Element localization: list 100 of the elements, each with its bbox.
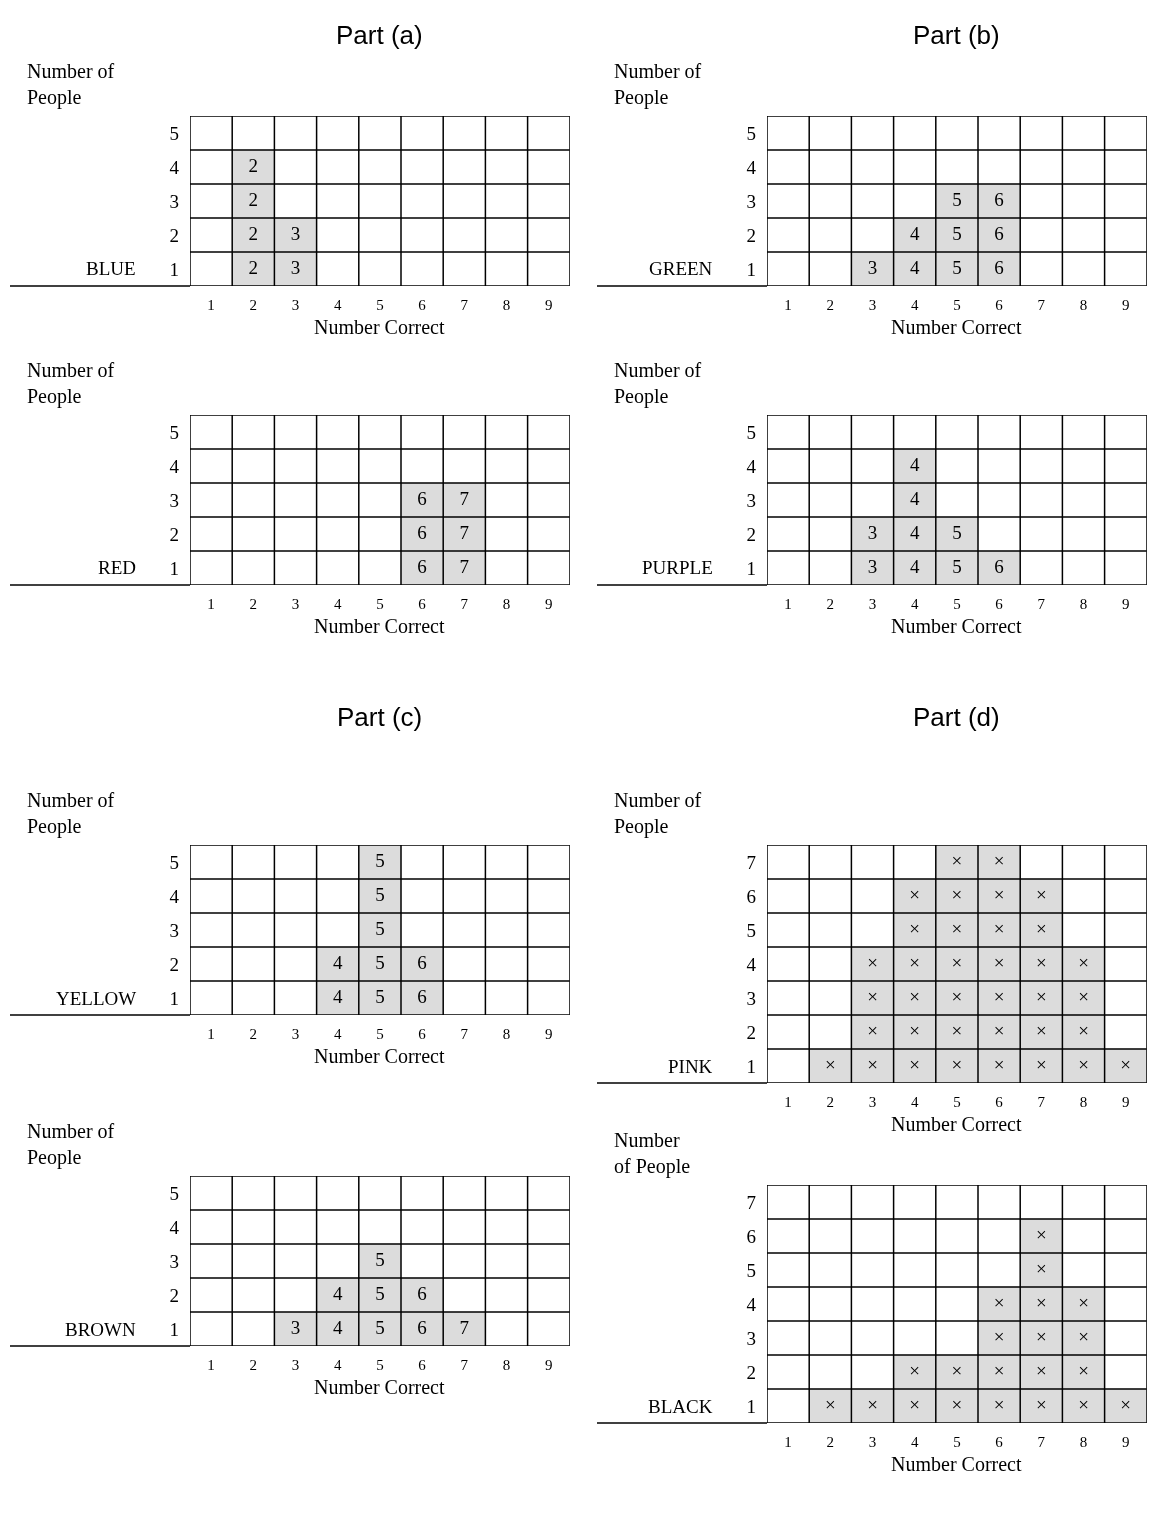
data-label: 4 — [909, 453, 920, 475]
y-tick-label: 4 — [169, 1216, 180, 1238]
x-tick-label: 8 — [1079, 1094, 1088, 1110]
data-label: 5 — [375, 917, 385, 939]
text: × — [909, 951, 921, 973]
chart-title: Part (b) — [913, 20, 1000, 50]
y-tick-label: 1 — [746, 557, 756, 579]
chart-title: Part (d) — [913, 702, 1000, 732]
data-label: 4 — [332, 1282, 343, 1304]
x-tick-label: 4 — [333, 1026, 342, 1042]
y-tick-label: 1 — [169, 1318, 179, 1340]
x-tick-label: 7 — [460, 1026, 469, 1042]
x-axis-title: Number Correct — [891, 1113, 1022, 1135]
data-label: 5 — [375, 985, 385, 1007]
x-tick-label: 7 — [460, 596, 469, 612]
data-label: 6 — [994, 256, 1004, 278]
text: × — [867, 985, 878, 1007]
text: × — [824, 1053, 836, 1075]
data-label: 2 — [248, 188, 259, 210]
x-tick-label: 5 — [953, 596, 961, 612]
x-tick-label: 7 — [1037, 1094, 1046, 1110]
chart-title: Part (c) — [337, 702, 423, 732]
text: × — [867, 1393, 878, 1415]
text: × — [1078, 1393, 1089, 1415]
x-tick-label: 6 — [418, 1026, 427, 1042]
x-tick-label: 2 — [826, 297, 835, 313]
x-tick-label: 2 — [249, 297, 258, 313]
data-label: 4 — [332, 985, 343, 1007]
data-label: 6 — [417, 985, 427, 1007]
x-tick-label: 8 — [1079, 1434, 1088, 1450]
x-tick-label: 4 — [910, 1094, 919, 1110]
text: × — [993, 1291, 1005, 1313]
x-tick-label: 5 — [953, 297, 961, 313]
y-tick-label: 6 — [746, 1225, 756, 1247]
y-tick-label: 1 — [746, 1395, 756, 1417]
x-tick-label: 1 — [207, 297, 215, 313]
data-label: 5 — [952, 521, 962, 543]
y-tick-label: 1 — [169, 987, 179, 1009]
text: × — [993, 849, 1005, 871]
data-label: 5 — [952, 188, 962, 210]
y-tick-label: 2 — [169, 1284, 179, 1306]
data-label: 6 — [417, 951, 427, 973]
x-tick-label: 5 — [376, 297, 384, 313]
y-tick-label: 3 — [746, 987, 756, 1009]
text: BLUE — [86, 258, 136, 279]
text: PINK — [668, 1056, 713, 1077]
y-axis-title: Number of People — [614, 789, 702, 838]
x-tick-label: 9 — [1121, 297, 1130, 313]
data-label: 7 — [459, 487, 470, 509]
text: × — [951, 849, 963, 871]
x-tick-label: 5 — [376, 1357, 384, 1373]
x-tick-label: 1 — [207, 596, 215, 612]
text: YELLOW — [56, 988, 137, 1009]
x-tick-label: 9 — [544, 1026, 553, 1042]
x-tick-label: 6 — [995, 1094, 1004, 1110]
x-tick-label: 6 — [995, 297, 1004, 313]
text: PURPLE — [642, 557, 713, 578]
text: × — [1078, 1359, 1089, 1381]
x-tick-label: 3 — [291, 297, 300, 313]
text: × — [993, 1393, 1005, 1415]
text: × — [867, 1019, 878, 1041]
y-axis-title: Number of People — [614, 359, 702, 408]
text: × — [909, 985, 921, 1007]
text: × — [824, 1393, 836, 1415]
data-label: 5 — [952, 555, 962, 577]
data-label: 6 — [417, 1316, 427, 1338]
y-tick-label: 2 — [169, 523, 179, 545]
x-tick-label: 6 — [418, 596, 427, 612]
x-tick-label: 8 — [1079, 596, 1088, 612]
text: × — [1035, 1019, 1047, 1041]
x-tick-label: 2 — [249, 1026, 258, 1042]
data-label: 2 — [248, 256, 259, 278]
x-tick-label: 9 — [544, 297, 553, 313]
y-tick-label: 5 — [746, 1259, 756, 1281]
data-label: 6 — [994, 188, 1004, 210]
y-axis-title: Number of People — [27, 789, 115, 838]
x-tick-label: 8 — [502, 1357, 511, 1373]
text: × — [909, 1359, 921, 1381]
data-label: 3 — [290, 222, 301, 244]
data-label: 5 — [952, 256, 962, 278]
text: × — [993, 883, 1005, 905]
x-tick-label: 3 — [868, 1094, 877, 1110]
text: × — [909, 1019, 921, 1041]
data-label: 3 — [867, 555, 878, 577]
data-label: 4 — [909, 487, 920, 509]
text: × — [909, 1393, 921, 1415]
x-tick-label: 6 — [995, 1434, 1004, 1450]
x-tick-label: 3 — [291, 1357, 300, 1373]
y-tick-label: 5 — [169, 851, 179, 873]
x-tick-label: 7 — [1037, 297, 1046, 313]
text: × — [993, 1053, 1005, 1075]
x-tick-label: 3 — [868, 297, 877, 313]
text: × — [1120, 1393, 1132, 1415]
chart-title: Part (a) — [336, 20, 423, 50]
x-tick-label: 4 — [333, 596, 342, 612]
x-tick-label: 2 — [826, 1094, 835, 1110]
x-tick-label: 4 — [333, 1357, 342, 1373]
x-tick-label: 7 — [460, 297, 469, 313]
y-tick-label: 3 — [746, 190, 756, 212]
data-label: 6 — [417, 555, 427, 577]
